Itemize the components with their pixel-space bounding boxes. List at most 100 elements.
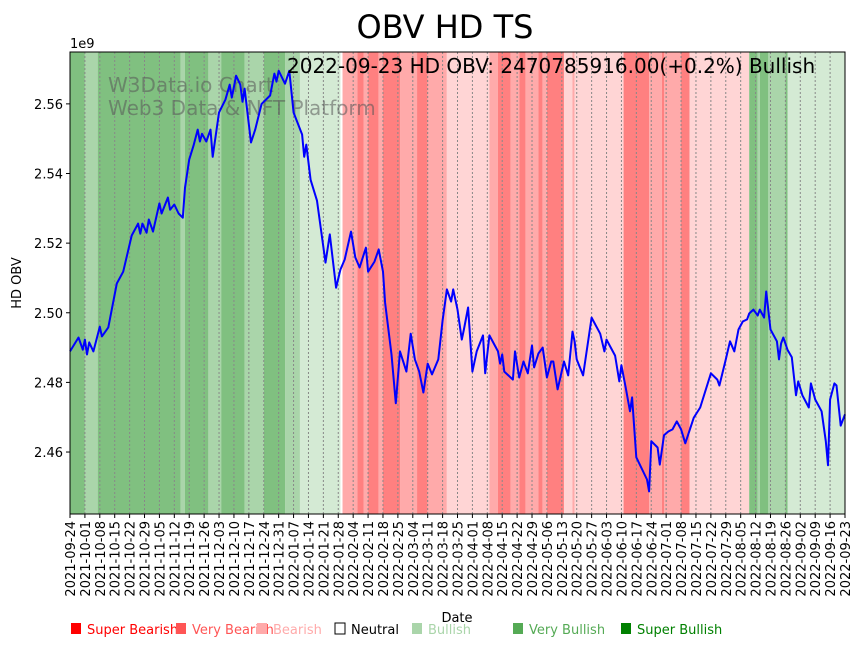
band-super-bullish: [97, 52, 181, 514]
legend-swatch: [257, 623, 267, 634]
x-tick-label: 2022-02-04: [347, 521, 362, 597]
band-super-bullish: [749, 52, 758, 514]
latest-value-annotation: 2022-09-23 HD OBV: 2470785916.00(+0.2%) …: [287, 54, 815, 78]
band-very-bearish: [664, 52, 682, 514]
legend-label: Neutral: [351, 623, 399, 638]
band-super-bullish: [263, 52, 286, 514]
band-very-bearish: [510, 52, 520, 514]
legend-label: Very Bearish: [192, 623, 274, 638]
band-bullish: [299, 52, 341, 514]
y-tick-label: 2.46: [34, 446, 63, 461]
x-axis: 2021-09-24 2021-10-01 2021-10-08 2021-10-15…: [64, 514, 854, 597]
y-tick-label: 2.56: [34, 98, 63, 113]
x-tick-label: 2021-12-10: [228, 521, 243, 597]
chart-title: OBV HD TS: [357, 8, 534, 46]
x-tick-label: 2022-01-14: [302, 521, 317, 597]
x-tick-label: 2022-07-08: [675, 521, 690, 597]
band-very-bearish: [427, 52, 447, 514]
x-tick-label: 2022-02-25: [392, 521, 407, 597]
x-tick-label: 2022-04-08: [481, 521, 496, 597]
x-tick-label: 2022-07-15: [690, 521, 705, 597]
x-tick-label: 2022-02-11: [362, 521, 377, 597]
band-bearish: [689, 52, 750, 514]
x-gridlines: [69, 52, 846, 514]
band-very-bullish: [285, 52, 300, 514]
band-bullish: [787, 52, 845, 514]
band-very-bullish: [768, 52, 786, 514]
band-very-bearish: [489, 52, 498, 514]
x-axis-label: Date: [441, 611, 472, 626]
band-very-bullish: [244, 52, 264, 514]
band-super-bullish: [759, 52, 769, 514]
x-tick-label: 2021-12-03: [213, 521, 228, 597]
x-tick-label: 2022-05-27: [586, 521, 601, 597]
x-tick-label: 2021-11-19: [183, 521, 198, 597]
x-tick-label: 2022-06-17: [630, 521, 645, 597]
legend-swatch: [176, 623, 186, 634]
x-tick-label: 2021-10-01: [79, 521, 94, 597]
x-tick-label: 2021-10-29: [139, 521, 154, 597]
x-tick-label: 2022-02-18: [377, 521, 392, 597]
legend-label: Very Bullish: [529, 623, 605, 638]
y-axis-label: HD OBV: [10, 257, 25, 309]
legend-label: Bearish: [273, 623, 322, 638]
y-tick-label: 2.50: [34, 307, 63, 322]
band-very-bearish: [363, 52, 369, 514]
x-tick-label: 2022-06-24: [645, 521, 660, 597]
x-tick-label: 2022-03-18: [437, 521, 452, 597]
x-tick-label: 2022-07-29: [720, 521, 735, 597]
x-tick-label: 2022-09-23: [839, 521, 854, 597]
band-super-bearish: [497, 52, 511, 514]
y-tick-label: 2.48: [34, 376, 63, 391]
band-very-bearish: [649, 52, 662, 514]
x-tick-label: 2022-07-01: [660, 521, 675, 597]
y-tick-label: 2.52: [34, 237, 63, 252]
legend: Super Bearish Very Bearish Bearish Neutral B…: [71, 622, 722, 638]
y-scale-label: 1e9: [70, 37, 95, 52]
legend-swatch: [513, 623, 523, 634]
band-very-bearish: [542, 52, 547, 514]
band-very-bearish: [378, 52, 383, 514]
x-tick-label: 2021-11-12: [168, 521, 183, 597]
legend-swatch: [412, 623, 422, 634]
x-tick-label: 2021-12-17: [243, 521, 258, 597]
x-tick-label: 2021-12-31: [273, 521, 288, 597]
band-bearish: [446, 52, 490, 514]
x-tick-label: 2021-10-08: [94, 521, 109, 597]
x-tick-label: 2022-04-29: [526, 521, 541, 597]
x-tick-label: 2022-05-06: [541, 521, 556, 597]
x-tick-label: 2021-11-05: [153, 521, 168, 597]
sentiment-bands: [70, 52, 845, 514]
band-bearish: [574, 52, 624, 514]
x-tick-label: 2022-08-19: [764, 521, 779, 597]
watermark: W3Data.io Chart Web3 Data & NFT Platform: [108, 73, 376, 120]
legend-label: Bullish: [428, 623, 471, 638]
x-tick-label: 2022-04-15: [496, 521, 511, 597]
band-super-bullish: [70, 52, 85, 514]
band-very-bullish: [180, 52, 185, 514]
x-tick-label: 2022-09-02: [794, 521, 809, 597]
band-super-bearish: [538, 52, 543, 514]
x-tick-label: 2022-03-11: [422, 521, 437, 597]
x-tick-label: 2022-09-09: [809, 521, 824, 597]
x-tick-label: 2022-01-21: [317, 521, 332, 597]
x-tick-label: 2022-04-22: [511, 521, 526, 597]
legend-label: Super Bullish: [637, 623, 722, 638]
band-super-bearish: [368, 52, 379, 514]
legend-swatch: [621, 623, 631, 634]
x-tick-label: 2021-11-26: [198, 521, 213, 597]
band-very-bullish: [757, 52, 760, 514]
band-super-bearish: [546, 52, 564, 514]
band-super-bullish: [785, 52, 788, 514]
legend-label: Super Bearish: [87, 623, 178, 638]
band-super-bearish: [357, 52, 364, 514]
x-tick-label: 2021-09-24: [64, 521, 79, 597]
x-tick-label: 2022-06-10: [615, 521, 630, 597]
x-tick-label: 2022-01-28: [332, 521, 347, 597]
band-very-bearish: [525, 52, 539, 514]
x-tick-label: 2022-09-16: [824, 521, 839, 597]
x-tick-label: 2021-10-15: [109, 521, 124, 597]
x-tick-label: 2022-06-03: [601, 521, 616, 597]
band-very-bullish: [84, 52, 98, 514]
